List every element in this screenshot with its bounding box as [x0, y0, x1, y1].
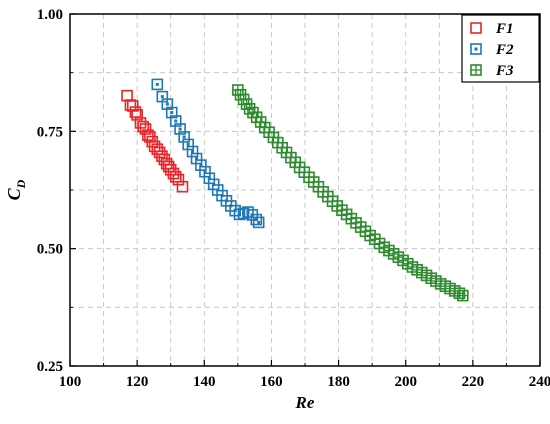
marker-dot — [207, 176, 211, 180]
data-point — [160, 157, 173, 170]
marker-square — [165, 106, 178, 119]
x-tick-label: 100 — [59, 374, 82, 390]
x-tick-label: 240 — [529, 374, 550, 390]
marker-square — [470, 22, 482, 34]
marker-dot — [174, 119, 178, 123]
legend-label: F1 — [495, 21, 514, 37]
marker-square — [195, 159, 207, 171]
y-axis-title-main: C — [4, 187, 24, 200]
legend-item: F2 — [470, 42, 514, 58]
marker-dot — [203, 170, 207, 174]
x-tick-labels: 100 120 140 160 180 200 220 240 — [59, 374, 550, 390]
y-axis-title-subscript: D — [14, 179, 28, 189]
series-f3 — [232, 84, 469, 302]
marker-dot — [170, 111, 174, 115]
marker-dot — [160, 95, 164, 99]
x-tick-label: 220 — [462, 374, 485, 390]
marker-dot — [474, 47, 478, 51]
y-tick-label: 1.00 — [37, 7, 63, 23]
legend-marker — [470, 43, 482, 55]
legend-marker — [470, 64, 482, 76]
data-point — [151, 78, 164, 91]
data-points — [121, 78, 469, 302]
legend: F1 F2 F3 — [461, 14, 540, 83]
y-tick-label: 0.75 — [37, 124, 63, 140]
y-tick-label: 0.25 — [37, 359, 63, 375]
marker-square — [250, 213, 263, 226]
series-f2 — [151, 78, 265, 229]
legend-item: F3 — [470, 63, 514, 79]
legend-items: F1 F2 F3 — [470, 21, 514, 79]
marker-square — [178, 131, 190, 143]
marker-dot — [155, 82, 159, 86]
legend-item: F1 — [470, 21, 514, 37]
marker-square — [160, 157, 173, 170]
legend-marker — [470, 22, 482, 34]
legend-label: F3 — [495, 63, 514, 79]
marker-dot — [195, 157, 199, 161]
data-point — [252, 216, 265, 229]
data-point — [165, 106, 178, 119]
legend-label: F2 — [495, 42, 514, 58]
marker-dot — [186, 142, 190, 146]
marker-dot — [254, 218, 258, 222]
marker-dot — [238, 212, 242, 216]
marker-square — [186, 145, 199, 158]
marker-square — [252, 216, 265, 229]
data-point — [174, 123, 186, 135]
x-tick-label: 120 — [126, 374, 149, 390]
marker-square — [174, 123, 186, 135]
marker-dot — [182, 135, 186, 139]
y-axis-title: CD — [4, 179, 28, 200]
data-point — [169, 171, 182, 183]
marker-square — [470, 43, 482, 55]
marker-square — [131, 109, 143, 121]
x-tick-label: 140 — [193, 374, 216, 390]
marker-dot — [199, 163, 203, 167]
y-tick-labels: 0.25 0.50 0.75 1.00 — [37, 7, 63, 375]
data-point — [176, 180, 189, 193]
marker-square — [172, 173, 185, 186]
marker-dot — [165, 102, 169, 106]
x-tick-label: 160 — [260, 374, 283, 390]
data-point — [178, 131, 190, 143]
axis-ticks — [69, 13, 541, 367]
marker-dot — [191, 150, 195, 154]
marker-square — [151, 78, 164, 91]
x-axis-title: Re — [295, 393, 315, 412]
x-tick-label: 200 — [394, 374, 417, 390]
marker-dot — [257, 220, 261, 224]
y-tick-label: 0.50 — [37, 242, 63, 258]
data-point — [456, 289, 469, 302]
marker-square — [169, 171, 182, 183]
series-f1 — [121, 89, 189, 193]
data-point — [195, 159, 207, 171]
data-point — [172, 173, 185, 186]
marker-dot — [178, 127, 182, 131]
data-point — [250, 213, 263, 226]
marker-square — [176, 180, 189, 193]
x-tick-label: 180 — [327, 374, 350, 390]
data-point — [186, 145, 199, 158]
data-point — [131, 109, 143, 121]
